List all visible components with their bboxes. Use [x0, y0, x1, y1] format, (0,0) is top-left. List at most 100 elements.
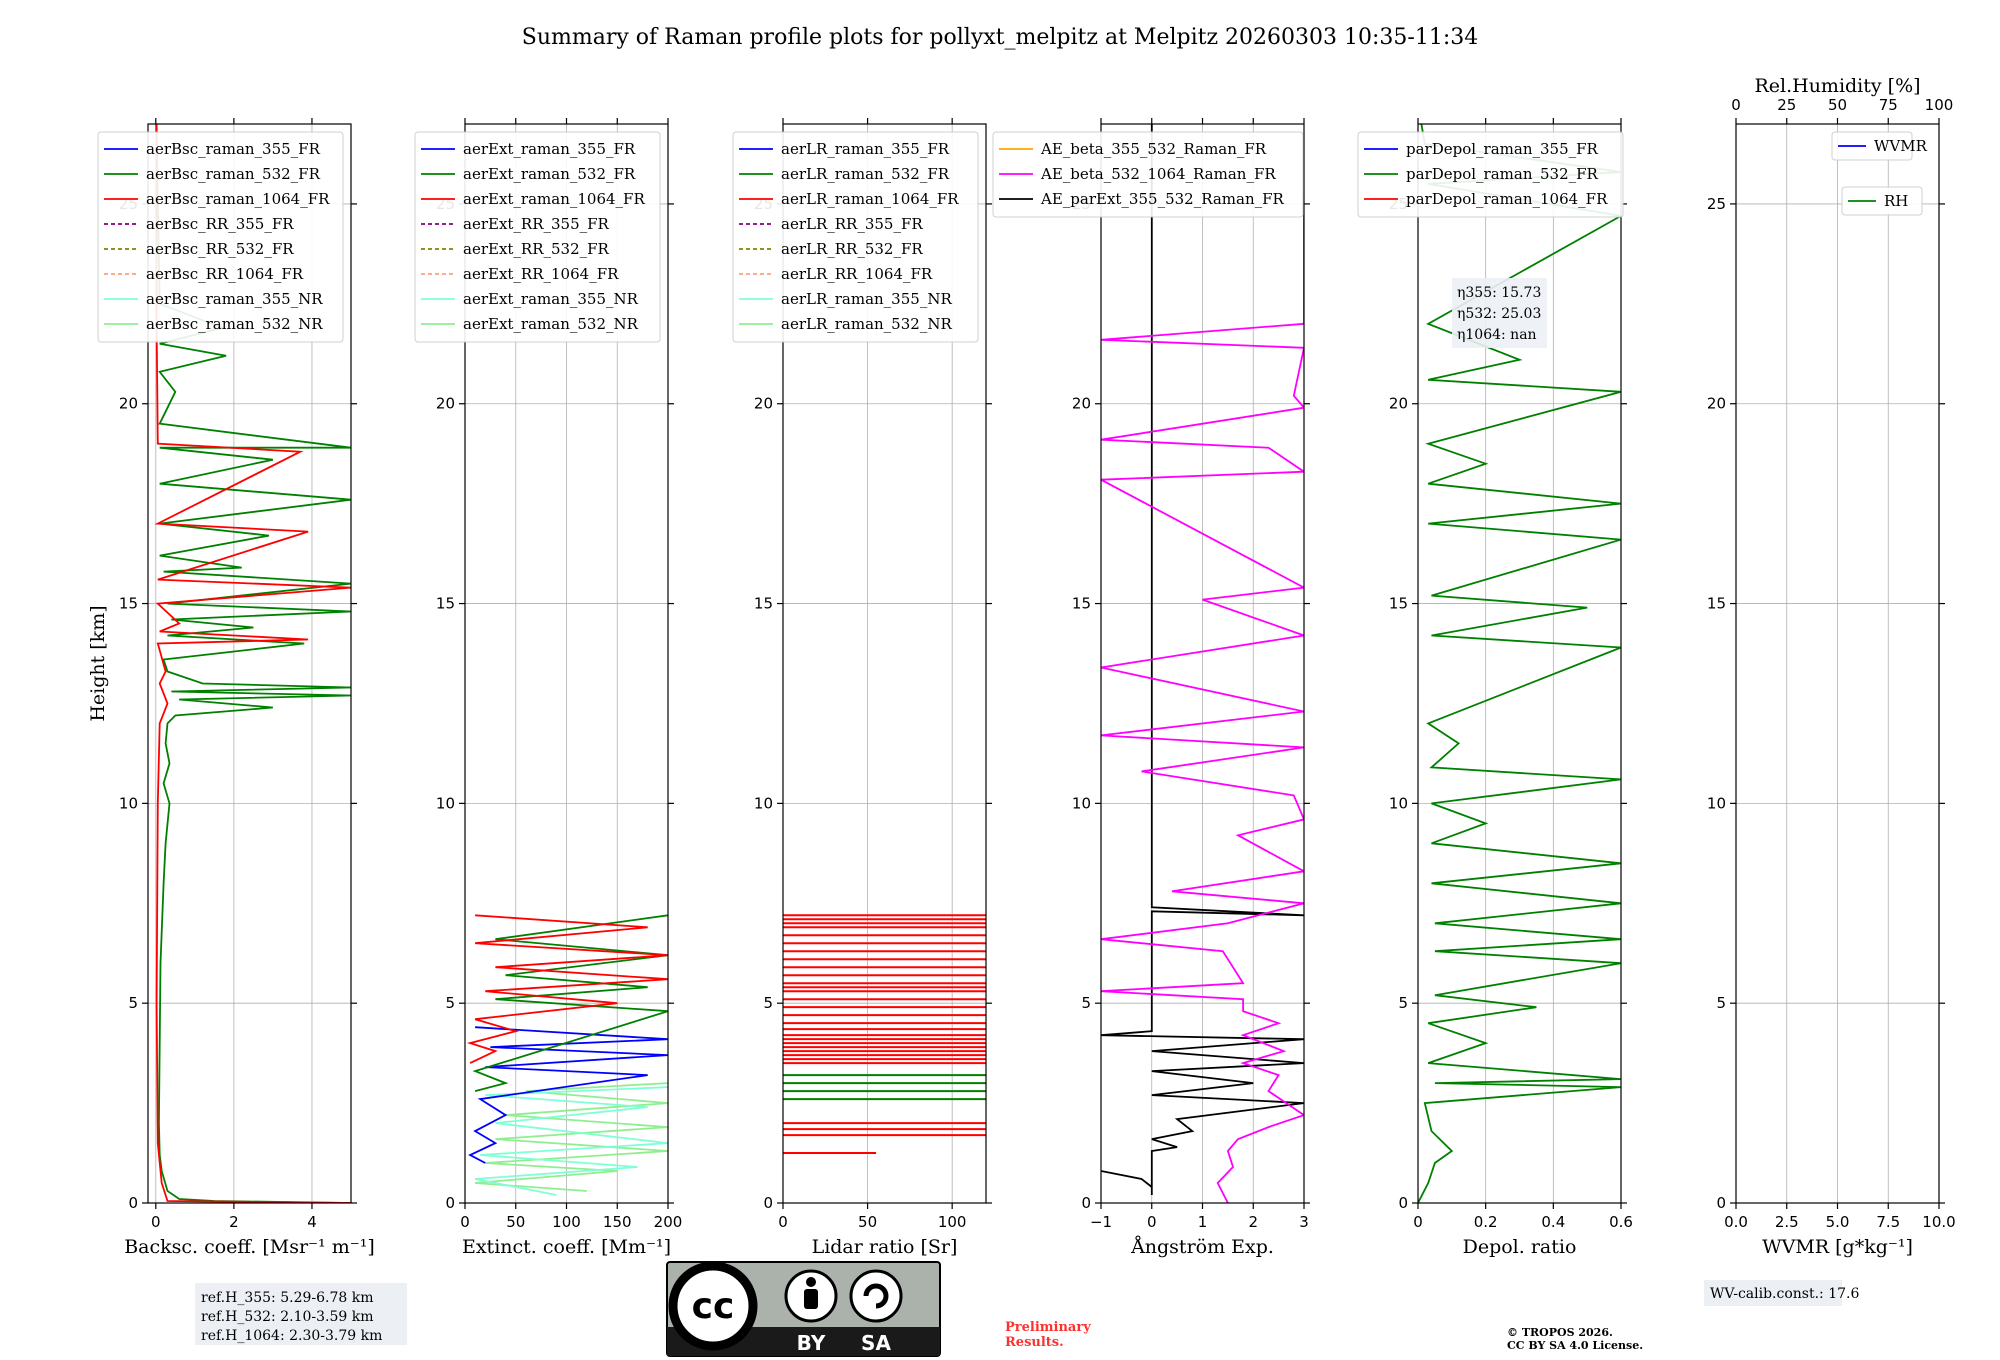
by-person-body-icon: [804, 1289, 818, 1309]
ytick-label-lr: 0: [763, 1194, 773, 1212]
axes-frame-bsc: [147, 123, 352, 1204]
legend-box-bsc: [97, 131, 344, 343]
series-line-aerBsc_raman_532_FR: [155, 124, 351, 1203]
refh-355: ref.H_355: 5.29-6.78 km: [201, 1290, 374, 1306]
legend-label-lr: aerLR_raman_355_NR: [781, 290, 952, 308]
eta-1064: η1064: nan: [1457, 327, 1537, 343]
legend-label-bsc: aerBsc_raman_532_NR: [146, 315, 323, 333]
series-line-parDepol_raman_532_FR: [1418, 124, 1621, 1203]
legend-box-ext: [414, 131, 661, 343]
xtick-label-ext: 200: [654, 1213, 683, 1231]
legend-box-wv: [1841, 186, 1923, 216]
data-ext: [466, 914, 668, 1196]
xtick-label-wv: 7.5: [1876, 1213, 1900, 1231]
top-xtick-label-wv: 75: [1879, 96, 1898, 114]
xtick-label-wv: 10.0: [1922, 1213, 1955, 1231]
legend-label-bsc: aerBsc_raman_532_FR: [146, 165, 321, 183]
xtick-label-ae: 0: [1147, 1213, 1157, 1231]
legend-label-lr: aerLR_raman_532_FR: [781, 165, 950, 183]
xaxis-label-depol: Depol. ratio: [1463, 1236, 1577, 1258]
ytick-label-ae: 15: [1072, 595, 1091, 613]
xaxis-label-wv: WVMR [g*kg⁻¹]: [1762, 1236, 1913, 1258]
legend-label-ext: aerExt_raman_355_NR: [463, 290, 639, 308]
ytick-label-bsc: 20: [119, 395, 138, 413]
data-bsc: [154, 124, 351, 1203]
ytick-label-ae: 5: [1081, 994, 1091, 1012]
preliminary-line2: Results.: [1005, 1335, 1064, 1350]
ytick-label-lr: 10: [754, 794, 773, 812]
xtick-label-ae: 1: [1198, 1213, 1208, 1231]
panel-ae: −101230510152025Ångström Exp.AE_beta_355…: [992, 118, 1310, 1258]
refh-box: ref.H_355: 5.29-6.78 km ref.H_532: 2.10-…: [195, 1283, 407, 1345]
xtick-label-depol: 0.4: [1541, 1213, 1565, 1231]
panel-lr: 0501000510152025Lidar ratio [Sr]aerLR_ra…: [732, 118, 992, 1258]
legend-label-bsc: aerBsc_raman_355_FR: [146, 140, 321, 158]
series-line-AE_parExt_355_532_Raman_FR: [1101, 124, 1304, 1195]
xtick-label-depol: 0.6: [1609, 1213, 1633, 1231]
wv-calib-bg: [1704, 1280, 1842, 1306]
legend-label-depol: parDepol_raman_532_FR: [1406, 165, 1599, 183]
legend-label-depol: parDepol_raman_355_FR: [1406, 140, 1599, 158]
eta-532: η532: 25.03: [1457, 306, 1541, 322]
legend-label-ae: AE_beta_355_532_Raman_FR: [1040, 140, 1267, 158]
legend-label-lr: aerLR_raman_532_NR: [781, 315, 952, 333]
eta-355: η355: 15.73: [1457, 285, 1541, 301]
ytick-label-depol: 15: [1389, 595, 1408, 613]
xtick-label-bsc: 4: [307, 1213, 317, 1231]
legend-label-lr: aerLR_RR_532_FR: [781, 240, 923, 258]
xtick-label-ext: 100: [552, 1213, 581, 1231]
axes-frame-depol: [1417, 123, 1622, 1204]
sa-share-icon: [849, 1269, 903, 1323]
xaxis-label-lr: Lidar ratio [Sr]: [812, 1236, 958, 1258]
data-ae: [1101, 124, 1304, 1203]
ytick-label-wv: 0: [1716, 1194, 1726, 1212]
xtick-label-depol: 0.2: [1474, 1213, 1498, 1231]
legend-label-ext: aerExt_raman_532_NR: [463, 315, 639, 333]
xtick-label-bsc: 2: [229, 1213, 239, 1231]
legend-label-wv: WVMR: [1874, 137, 1928, 155]
copyright-line1: © TROPOS 2026.: [1507, 1326, 1613, 1339]
ytick-label-ae: 20: [1072, 395, 1091, 413]
panel-bsc: 0240510152025Backsc. coeff. [Msr⁻¹ m⁻¹]H…: [87, 118, 375, 1258]
xtick-label-lr: 50: [858, 1213, 877, 1231]
panel-depol: 00.20.40.60510152025Depol. ratioparDepol…: [1357, 118, 1633, 1258]
eta-box: η355: 15.73 η532: 25.03 η1064: nan: [1452, 278, 1547, 348]
cc-license-badge: cc BY SA: [666, 1261, 941, 1357]
legend-box-depol: [1357, 131, 1624, 218]
legend-label-lr: aerLR_RR_1064_FR: [781, 265, 933, 283]
refh-532: ref.H_532: 2.10-3.59 km: [201, 1309, 374, 1325]
figure-title: Summary of Raman profile plots for polly…: [522, 25, 1479, 50]
xaxis-label-ae: Ångström Exp.: [1130, 1236, 1274, 1258]
ytick-label-depol: 5: [1398, 994, 1408, 1012]
series-line-AE_beta_532_1064_Raman_FR: [1101, 191, 1304, 1203]
xtick-label-ext: 50: [506, 1213, 525, 1231]
ytick-label-ext: 10: [436, 794, 455, 812]
legend-box-lr: [732, 131, 979, 343]
ytick-label-ext: 15: [436, 595, 455, 613]
panel-ext: 0501001502000510152025Extinct. coeff. [M…: [414, 118, 683, 1258]
legend-label-bsc: aerBsc_RR_1064_FR: [146, 265, 304, 283]
top-xtick-label-wv: 25: [1777, 96, 1796, 114]
cc-by-label: BY: [797, 1331, 826, 1355]
eta-box-bg: [1452, 278, 1547, 348]
legend-label-ext: aerExt_RR_532_FR: [463, 240, 610, 258]
ytick-label-bsc: 0: [128, 1194, 138, 1212]
ytick-label-ext: 5: [445, 994, 455, 1012]
xaxis-label-bsc: Backsc. coeff. [Msr⁻¹ m⁻¹]: [124, 1236, 375, 1258]
ytick-label-bsc: 10: [119, 794, 138, 812]
data-depol: [1418, 124, 1621, 1203]
series-line-aerExt_raman_532_FR: [472, 914, 668, 1092]
legend-label-ext: aerExt_RR_1064_FR: [463, 265, 619, 283]
xtick-label-depol: 0: [1413, 1213, 1423, 1231]
series-line-aerExt_raman_1064_FR: [466, 914, 668, 1064]
wv-calib-text: WV-calib.const.: 17.6: [1710, 1286, 1859, 1302]
axes-frame-lr: [782, 123, 987, 1204]
top-xtick-label-wv: 0: [1731, 96, 1741, 114]
refh-box-bg: [195, 1283, 407, 1345]
legend-box-ae: [992, 131, 1304, 218]
copyright-line2: CC BY SA 4.0 License.: [1507, 1339, 1643, 1352]
top-xtick-label-wv: 100: [1925, 96, 1954, 114]
xtick-label-lr: 100: [938, 1213, 967, 1231]
top-xtick-label-wv: 50: [1828, 96, 1847, 114]
